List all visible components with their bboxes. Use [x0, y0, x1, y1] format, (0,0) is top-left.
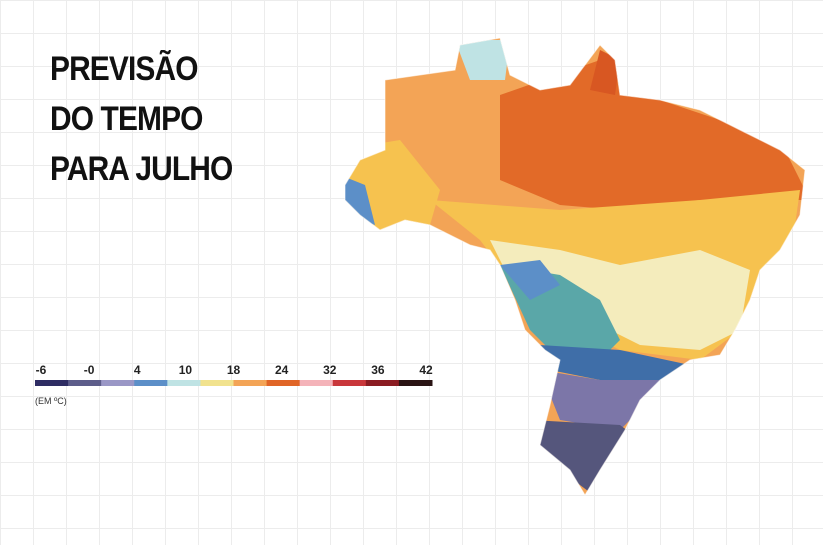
legend-swatch: [233, 380, 268, 386]
legend-label: 32: [323, 363, 337, 377]
legend-label: 36: [371, 363, 385, 377]
brazil-map: [345, 38, 805, 495]
title-line: PARA JULHO: [50, 150, 233, 188]
legend-label: 24: [275, 363, 289, 377]
legend-unit: (EM ºC): [35, 396, 67, 406]
legend-swatch: [299, 380, 334, 386]
legend-swatch: [35, 380, 69, 386]
legend-swatch: [266, 380, 301, 386]
legend-swatch: [167, 380, 201, 386]
legend-label: -0: [84, 363, 95, 377]
title-line: DO TEMPO: [50, 100, 203, 138]
legend-swatch: [398, 380, 433, 386]
title-line: PREVISÃO: [50, 50, 198, 88]
legend-swatch: [101, 380, 135, 386]
legend-swatch: [332, 380, 367, 386]
title: PREVISÃO DO TEMPO PARA JULHO: [50, 44, 233, 194]
legend-swatch: [365, 380, 400, 386]
legend-label: -6: [36, 363, 47, 377]
legend-swatch: [68, 380, 102, 386]
legend-label: 4: [134, 363, 141, 377]
legend-label: 42: [419, 363, 433, 377]
legend: -6 -0 4 10 18 24 32 36 42 (EM ºC): [35, 363, 433, 406]
legend-label: 10: [179, 363, 193, 377]
legend-swatch: [200, 380, 234, 386]
legend-swatch: [134, 380, 168, 386]
legend-label: 18: [227, 363, 241, 377]
